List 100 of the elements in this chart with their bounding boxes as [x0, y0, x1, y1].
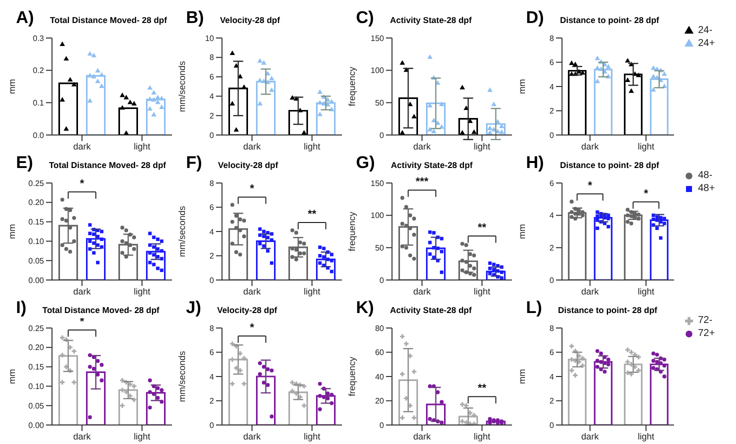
y-tick-label: 4: [210, 227, 215, 236]
x-tick-label: light: [304, 286, 321, 296]
y-tick-label: 100: [370, 66, 385, 76]
y-tick-label: 150: [370, 178, 385, 188]
y-tick-label: 60: [375, 348, 385, 358]
y-tick-label: 6: [210, 203, 215, 212]
x-tick-label: light: [134, 286, 151, 296]
y-tick-label: 0: [380, 276, 385, 285]
y-tick-label: 0.25: [28, 178, 45, 188]
legend-label: 72+: [698, 328, 715, 339]
y-tick-label: 50: [375, 98, 385, 108]
text: K): [356, 298, 374, 318]
y-tick-label: 0: [550, 420, 555, 430]
y-tick-label: 0: [550, 130, 555, 140]
x-tick-label: light: [474, 141, 491, 152]
text: J): [186, 298, 202, 318]
y-tick-label: 2: [550, 396, 555, 406]
annotation: *: [644, 188, 649, 200]
x-tick-label: dark: [73, 431, 92, 442]
chart-title: Velocity-28 dpf: [218, 160, 278, 170]
text: L): [526, 298, 542, 318]
x-tick-label: dark: [413, 141, 432, 152]
y-tick-label: 6: [210, 72, 215, 82]
y-tick-label: 6: [550, 178, 555, 188]
y-tick-label: 8: [210, 53, 215, 62]
y-tick-label: 0.3: [32, 34, 45, 43]
y-tick-label: 0.15: [28, 362, 45, 372]
y-tick-label: 0: [550, 276, 555, 285]
x-tick-label: dark: [581, 431, 600, 442]
text: I): [16, 298, 26, 318]
y-tick-label: 2: [210, 252, 215, 261]
y-tick-label: 0.10: [28, 382, 45, 392]
x-tick-label: light: [474, 431, 491, 442]
y-axis-title: mm: [7, 369, 18, 384]
y-axis-title: frequency: [347, 356, 358, 396]
text: H): [526, 153, 544, 173]
chart-title: Distance to point- 28 dpf: [560, 160, 660, 170]
y-tick-label: 2: [550, 106, 555, 116]
y-tick-label: 0: [380, 420, 385, 430]
y-tick-label: 10: [205, 34, 215, 43]
chart-title: Activity State-28 dpf: [390, 160, 473, 170]
chart-title: Total Distance Moved- 28 dpf: [49, 160, 166, 170]
text: B): [186, 8, 204, 28]
chart-title: Activity State-28 dpf: [390, 305, 472, 315]
y-tick-label: 0.00: [28, 420, 45, 430]
x-tick-label: light: [638, 431, 655, 442]
annotation: *: [250, 183, 255, 196]
y-tick-label: 0.0: [32, 130, 45, 140]
y-tick-label: 2: [210, 396, 215, 406]
chart-title: Activity State-28 dpf: [390, 15, 472, 25]
y-tick-label: 8: [550, 34, 555, 43]
y-tick-label: 40: [375, 372, 385, 382]
x-tick-label: dark: [243, 431, 262, 442]
y-axis-title: mm: [517, 79, 528, 94]
chart-title: Total Distance Moved- 28 dpf: [50, 15, 167, 25]
text: G): [356, 153, 375, 173]
y-tick-label: 6: [550, 348, 555, 358]
y-axis-title: mm: [517, 224, 528, 239]
y-tick-label: 80: [375, 324, 385, 333]
y-axis-title: mm/seconds: [177, 60, 188, 112]
y-tick-label: 0.05: [28, 256, 45, 266]
y-tick-label: 0: [210, 130, 215, 140]
annotation: **: [478, 222, 487, 234]
y-tick-label: 4: [550, 372, 555, 382]
x-tick-label: light: [304, 141, 321, 152]
y-tick-label: 0.00: [28, 276, 45, 285]
annotation: *: [588, 180, 593, 192]
legend-label: 24-: [698, 25, 712, 36]
chart-title: Distance to point- 28 dpf: [560, 15, 660, 25]
x-tick-label: light: [134, 141, 151, 152]
y-tick-label: 4: [550, 82, 555, 92]
y-tick-label: 0.20: [28, 343, 45, 352]
legend-label: 48-: [698, 170, 712, 181]
legend-label: 72-: [698, 315, 712, 326]
x-tick-label: dark: [243, 141, 262, 152]
y-tick-label: 4: [550, 211, 555, 220]
x-tick-label: light: [638, 286, 655, 296]
y-tick-label: 0.25: [28, 324, 45, 333]
text: C): [356, 8, 374, 28]
annotation: **: [308, 208, 317, 221]
y-tick-label: 0.15: [28, 218, 45, 227]
y-tick-label: 0.05: [28, 401, 45, 410]
legend-label: 48+: [698, 183, 715, 194]
y-tick-label: 0.20: [28, 198, 45, 208]
y-tick-label: 0: [210, 420, 215, 430]
y-tick-label: 0.2: [32, 66, 45, 76]
x-tick-label: light: [304, 431, 321, 442]
chart-title: Velocity-28 dpf: [220, 15, 280, 25]
y-tick-label: 0.10: [28, 237, 45, 246]
y-tick-label: 8: [210, 178, 215, 188]
y-tick-label: 6: [550, 58, 555, 68]
y-tick-label: 0: [380, 130, 385, 140]
legend-label: 24+: [698, 38, 715, 49]
y-tick-label: 0: [210, 276, 215, 285]
annotation: *: [80, 178, 85, 190]
x-tick-label: dark: [581, 141, 600, 152]
y-tick-label: 4: [210, 372, 215, 382]
x-tick-label: light: [474, 286, 491, 296]
x-tick-label: dark: [581, 286, 600, 296]
chart-title: Total Distance Moved- 28 dpf: [42, 305, 160, 315]
